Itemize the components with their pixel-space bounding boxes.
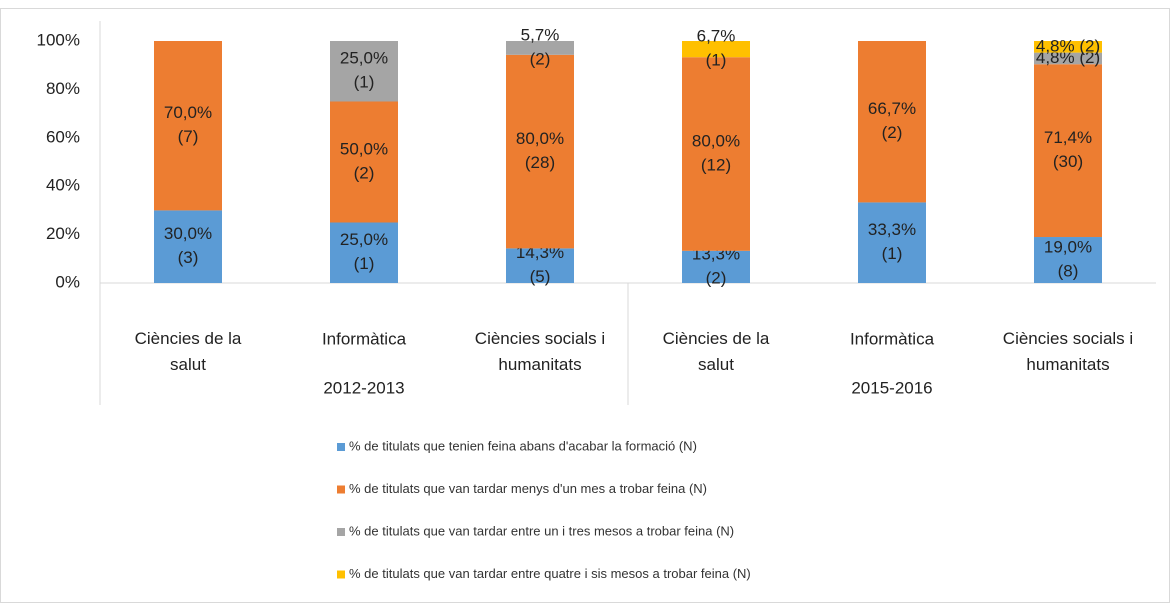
data-label: (28) [525, 153, 555, 172]
bar-segment [682, 41, 750, 58]
data-label: 80,0% [692, 131, 740, 150]
data-label: 6,7% [697, 27, 736, 46]
bar-segment [154, 210, 222, 283]
x-tick-label: Informàtica [850, 329, 935, 348]
bar-segment [330, 222, 398, 283]
data-label: 4,8% (2) [1036, 48, 1100, 67]
data-label: (8) [1058, 261, 1079, 280]
bar-segment [1034, 237, 1102, 283]
bar-segment [154, 41, 222, 211]
bar-segment [858, 202, 926, 283]
bar-segment [330, 101, 398, 223]
data-label: (1) [354, 73, 375, 92]
y-tick-label: 60% [46, 127, 80, 146]
data-label: (1) [882, 244, 903, 263]
bar-segment [330, 41, 398, 102]
data-label: (1) [354, 254, 375, 273]
data-label: (12) [701, 155, 731, 174]
legend-label: % de titulats que van tardar entre quatr… [349, 566, 751, 581]
group-label: 2012-2013 [323, 378, 404, 397]
legend-label: % de titulats que tenien feina abans d'a… [349, 438, 697, 453]
x-tick-label: Informàtica [322, 329, 407, 348]
y-tick-label: 20% [46, 224, 80, 243]
legend-swatch [337, 528, 345, 536]
x-tick-label: Ciències socials i humanitats [475, 329, 605, 374]
data-label: 4,8% (2) [1036, 36, 1100, 55]
legend-label: % de titulats que van tardar menys d'un … [349, 481, 707, 496]
data-label: 71,4% [1044, 128, 1092, 147]
data-label: (7) [178, 127, 199, 146]
bar-segment [858, 41, 926, 203]
data-label: 25,0% [340, 49, 388, 68]
bar-segment [1034, 52, 1102, 65]
data-label: (5) [530, 267, 551, 286]
legend-label: % de titulats que van tardar entre un i … [349, 523, 734, 538]
data-label: (30) [1053, 152, 1083, 171]
y-tick-label: 0% [55, 272, 80, 291]
bar-segment [1034, 41, 1102, 53]
data-label: (3) [178, 248, 199, 267]
data-label: (2) [530, 49, 551, 68]
y-tick-label: 40% [46, 176, 80, 195]
legend-swatch [337, 443, 345, 451]
bar-segment [506, 41, 574, 55]
legend-swatch [337, 570, 345, 579]
data-label: (1) [706, 51, 727, 70]
data-label: (2) [706, 268, 727, 287]
data-label: (2) [354, 163, 375, 182]
bar-segment [682, 250, 750, 283]
legend-swatch [337, 485, 345, 494]
bar-segment [1034, 64, 1102, 238]
x-tick-label: Ciències de la salut [663, 329, 770, 374]
x-tick-label: Ciències de la salut [135, 329, 242, 374]
data-label: 30,0% [164, 224, 212, 243]
data-label: 70,0% [164, 103, 212, 122]
data-label: 33,3% [868, 220, 916, 239]
data-label: 66,7% [868, 99, 916, 118]
y-tick-label: 100% [37, 30, 80, 49]
data-label: 80,0% [516, 129, 564, 148]
bar-segment [506, 54, 574, 249]
data-label: 25,0% [340, 230, 388, 249]
data-label: (2) [882, 123, 903, 142]
x-tick-label: Ciències socials i humanitats [1003, 329, 1133, 374]
bar-segment [506, 248, 574, 283]
y-tick-label: 80% [46, 79, 80, 98]
group-label: 2015-2016 [851, 378, 932, 397]
data-label: 19,0% [1044, 237, 1092, 256]
bar-segment [682, 57, 750, 251]
data-label: 50,0% [340, 139, 388, 158]
data-label: 5,7% [521, 25, 560, 44]
